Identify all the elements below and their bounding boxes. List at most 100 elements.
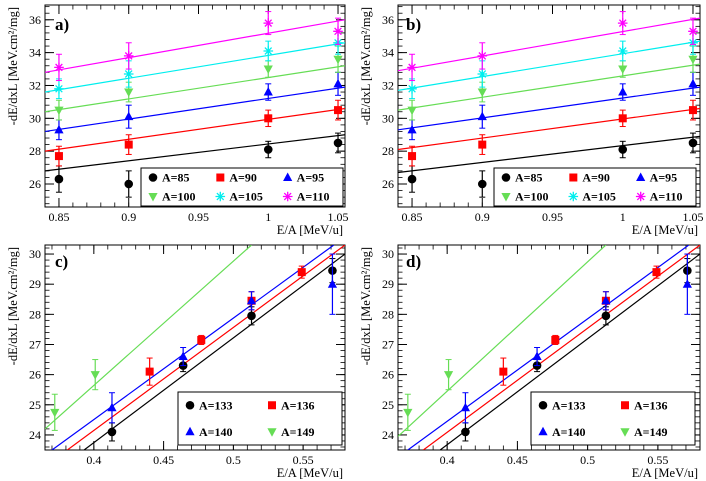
fit-line [398,86,700,131]
legend-entry: A=140 [199,425,233,439]
data-point [54,62,64,73]
data-point [333,78,343,88]
legend-marker [635,191,646,202]
data-point [408,152,417,161]
fit-line [398,63,700,111]
legend-marker [568,191,579,202]
legend-entry: A=149 [281,425,315,439]
fit-line [83,253,345,450]
y-axis-label: -dE/dxL [MeV.cm²/mg] [6,247,20,365]
panel-label: a) [55,15,69,34]
series-A=95 [407,71,698,141]
data-point [123,51,134,61]
data-point [688,26,698,37]
fit-lines [45,245,345,450]
panel-label: b) [406,15,421,34]
data-point [618,65,628,75]
y-tick-label: 25 [29,398,41,412]
data-point [407,62,417,73]
legend-entry: A=110 [297,190,330,204]
legend-entry: A=85 [515,171,543,185]
legend-marker [216,173,225,182]
y-tick-label: 29 [29,277,41,291]
fit-lines [398,17,700,174]
x-axis-label: E/A [MeV/u] [277,223,343,237]
legend-marker [185,426,195,436]
legend-entry: A=136 [634,398,668,412]
series-A=136 [145,265,306,386]
series-A=85 [407,132,698,198]
data-point [688,78,698,88]
legend-marker [268,401,276,410]
data-point [263,87,273,96]
data-point [178,351,188,361]
y-tick-label: 25 [382,398,394,412]
series-A=140 [107,253,338,424]
y-tick-label: 32 [29,78,41,92]
y-tick-label: 28 [29,144,41,158]
data-point [443,371,454,380]
data-point [263,46,274,56]
data-point [297,268,306,277]
legend-marker [538,426,548,436]
series-A=90 [408,99,697,167]
fit-line [45,245,252,430]
x-tick-label: 0.5 [226,453,241,467]
legend: A=133 A=136 A=140 A=149 [530,391,696,446]
fit-line [398,107,700,151]
y-tick-label: 24 [29,428,41,442]
legend: A=85 A=90 A=95 A=100 A=105 A=110 [140,167,344,207]
data-point [247,311,256,321]
y-tick-label: 24 [382,428,394,442]
data-point [688,106,697,115]
series-A=95 [54,71,343,141]
x-tick-label: 0.45 [153,453,174,467]
data-point [197,335,206,344]
data-point [107,427,117,437]
fit-line [398,245,607,437]
data-point [617,18,628,28]
data-point [499,367,508,376]
legend-marker [621,401,629,410]
data-point [652,268,661,277]
legend-entry: A=140 [552,425,586,439]
legend-marker [620,428,630,437]
data-point [618,114,627,123]
y-tick-label: 32 [382,78,394,92]
legend-entry: A=149 [634,425,668,439]
data-point [263,65,273,75]
data-point [145,367,154,376]
x-axis-label: E/A [MeV/u] [632,466,698,480]
fit-line [45,86,345,133]
series-A=110 [407,11,698,82]
x-tick-label: 1 [620,210,626,224]
y-tick-label: 34 [382,46,394,60]
plot-frame [397,4,701,208]
fit-line [398,40,700,91]
data-point [407,106,417,116]
y-tick-label: 28 [382,144,394,158]
legend-box [140,167,344,207]
legend-entry: A=136 [281,398,315,412]
data-point [107,402,117,412]
fit-line [45,134,345,172]
legend-marker [636,172,646,181]
legend-box [530,391,696,446]
x-tick-label: 0.55 [647,453,668,467]
data-point [50,408,60,418]
legend-entry: A=90 [582,171,610,185]
data-point [477,88,487,98]
fit-line [422,245,700,450]
data-point [407,124,417,134]
y-tick-label: 36 [382,13,394,27]
data-point [54,106,64,116]
data-point [54,174,64,184]
legend-entry: A=100 [162,190,196,204]
data-point [617,46,628,56]
y-tick-label: 30 [382,111,394,125]
series-A=133 [107,258,337,442]
legend-marker [501,193,511,202]
legend-entry: A=85 [162,171,190,185]
x-axis-label: E/A [MeV/u] [632,223,698,237]
